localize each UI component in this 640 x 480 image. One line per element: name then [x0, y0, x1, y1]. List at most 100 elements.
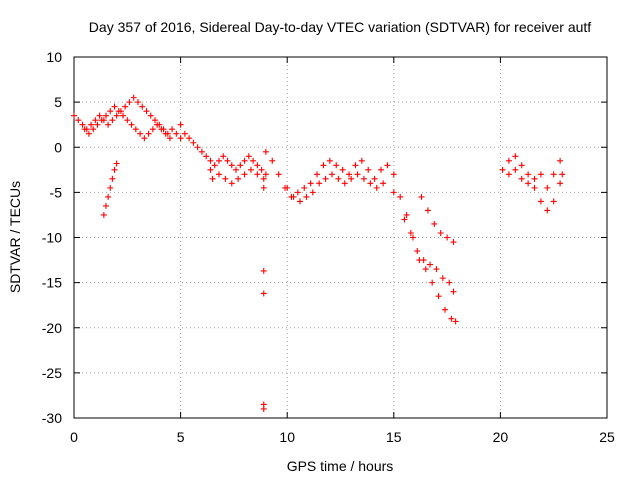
data-point: [326, 157, 333, 164]
data-point: [294, 189, 301, 196]
series-outliers: [260, 184, 267, 412]
data-point: [348, 175, 355, 182]
data-point: [284, 184, 291, 191]
data-point: [328, 171, 335, 178]
data-point: [124, 117, 131, 124]
data-point: [407, 229, 414, 236]
series-arc-b: [81, 103, 173, 142]
data-point: [380, 180, 387, 187]
data-point: [335, 175, 342, 182]
y-tick-label: -5: [50, 184, 63, 200]
data-point: [139, 103, 146, 110]
data-point: [88, 121, 95, 128]
data-point: [241, 157, 248, 164]
data-point: [378, 166, 385, 173]
data-point: [122, 103, 129, 110]
data-point: [105, 193, 112, 200]
data-point: [262, 148, 269, 155]
data-point: [105, 121, 112, 128]
data-point: [92, 117, 99, 124]
data-point: [235, 175, 242, 182]
plot-frame: [73, 56, 608, 419]
data-point: [207, 166, 214, 173]
data-point: [233, 166, 240, 173]
x-tick-label: 0: [70, 429, 78, 445]
data-series: [71, 94, 566, 412]
data-point: [102, 112, 109, 119]
data-point: [441, 306, 448, 313]
data-point: [181, 130, 188, 137]
data-point: [115, 108, 122, 115]
x-tick-label: 10: [279, 429, 295, 445]
data-point: [544, 184, 551, 191]
data-point: [512, 166, 519, 173]
data-point: [198, 148, 205, 155]
data-point: [79, 121, 86, 128]
data-point: [177, 121, 184, 128]
data-point: [303, 193, 310, 200]
x-tick-label: 5: [177, 429, 185, 445]
data-point: [137, 130, 144, 137]
data-point: [250, 157, 257, 164]
data-point: [113, 112, 120, 119]
data-point: [346, 171, 353, 178]
data-point: [111, 166, 118, 173]
chart-title: Day 357 of 2016, Sidereal Day-to-day VTE…: [89, 19, 592, 35]
data-point: [439, 275, 446, 282]
data-point: [162, 130, 169, 137]
data-point: [437, 229, 444, 236]
data-point: [100, 211, 107, 218]
data-point: [262, 171, 269, 178]
data-point: [132, 126, 139, 133]
data-point: [301, 184, 308, 191]
data-point: [429, 279, 436, 286]
data-point: [207, 157, 214, 164]
data-point: [173, 130, 180, 137]
data-point: [102, 202, 109, 209]
data-point: [260, 405, 267, 412]
data-point: [559, 171, 566, 178]
data-point: [390, 189, 397, 196]
data-point: [371, 175, 378, 182]
data-point: [544, 207, 551, 214]
data-point: [245, 153, 252, 160]
data-point: [390, 171, 397, 178]
data-point: [424, 207, 431, 214]
data-point: [81, 126, 88, 133]
data-point: [420, 257, 427, 264]
data-point: [254, 162, 261, 169]
data-point: [94, 121, 101, 128]
data-point: [450, 239, 457, 246]
data-point: [134, 99, 141, 106]
data-point: [414, 248, 421, 255]
data-point: [307, 180, 314, 187]
data-point: [450, 288, 457, 295]
series-arc-e: [207, 153, 269, 178]
data-point: [166, 135, 173, 142]
data-point: [557, 180, 564, 187]
data-point: [169, 126, 176, 133]
data-point: [550, 198, 557, 205]
y-tick-label: -10: [42, 230, 62, 246]
data-point: [512, 153, 519, 160]
data-point: [367, 180, 374, 187]
data-point: [505, 157, 512, 164]
data-point: [537, 198, 544, 205]
data-point: [360, 175, 367, 182]
data-point: [446, 279, 453, 286]
data-point: [130, 94, 137, 101]
data-point: [322, 175, 329, 182]
data-point: [158, 126, 165, 133]
data-point: [107, 184, 114, 191]
data-point: [316, 180, 323, 187]
data-point: [435, 293, 442, 300]
data-point: [222, 175, 229, 182]
data-point: [320, 162, 327, 169]
data-point: [258, 166, 265, 173]
data-point: [147, 112, 154, 119]
y-tick-label: -25: [42, 365, 62, 381]
data-point: [269, 157, 276, 164]
data-point: [126, 99, 133, 106]
data-point: [505, 171, 512, 178]
data-point: [290, 193, 297, 200]
